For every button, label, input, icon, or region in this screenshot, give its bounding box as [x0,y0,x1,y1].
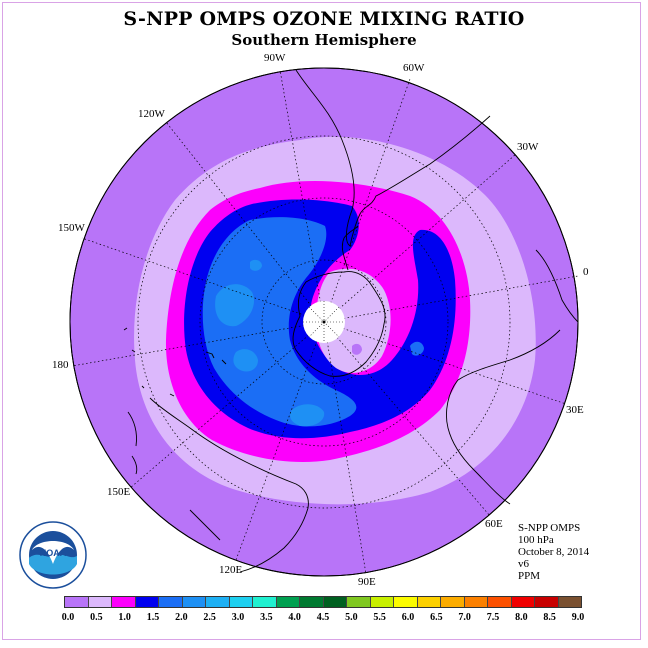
info-version: v6 [518,558,529,570]
contour-2-5-b [290,404,325,427]
coast-south-america [295,69,491,247]
contour-inner-low [352,343,362,355]
colorbar-tick-label: 7.0 [458,612,471,623]
contour-2-5-d [250,259,262,271]
lon-label-120e: 120E [219,564,243,576]
colorbar-swatch [206,597,230,607]
colorbar-swatch [370,597,394,607]
colorbar-swatch [417,597,441,607]
colorbar-swatch [558,597,581,607]
colorbar-tick-label: 6.5 [430,612,443,623]
colorbar-tick-label: 3.0 [231,612,245,623]
colorbar-swatch [276,597,300,607]
colorbar-tick-label: 2.0 [175,612,188,623]
colorbar-swatch [464,597,488,607]
colorbar-swatch [300,597,324,607]
noaa-logo: NOAA [19,521,87,589]
colorbar-swatch [394,597,418,607]
info-units: PPM [518,570,541,582]
lon-label-30w: 30W [517,141,539,153]
coast-australia [149,397,309,573]
colorbar-swatch [253,597,277,607]
coast-africa [446,249,579,505]
colorbar-tick-label: 2.5 [203,612,216,623]
colorbar-swatch [65,597,89,607]
lon-label-30e: 30E [566,404,584,416]
colorbar-tick-label: 8.0 [515,612,528,623]
colorbar-tick-label: 3.5 [260,612,273,623]
contour-2-5-c [233,349,258,372]
lon-label-120w: 120W [138,108,165,120]
colorbar-tick-label: 0.5 [90,612,103,623]
lon-label-0: 0 [583,266,589,278]
colorbar-tick-label: 0.0 [61,612,75,623]
colorbar-swatch [229,597,253,607]
colorbar-swatch [511,597,535,607]
colorbar-tick-label: 4.0 [288,612,301,623]
colorbar-tick-label: 6.0 [401,612,415,623]
colorbar-tick-label: 4.5 [316,612,330,623]
info-level: 100 hPa [518,534,554,546]
map-title: S-NPP OMPS OZONE MIXING RATIO [123,8,525,30]
colorbar-swatch [441,597,465,607]
colorbar-swatch [182,597,206,607]
lon-label-180: 180 [52,359,69,371]
contour-inner-blue [410,341,424,356]
south-pole-marker [322,320,326,324]
info-date: October 8, 2014 [518,546,590,558]
colorbar-swatch [323,597,347,607]
coast-antarctica [292,271,386,377]
lon-label-90e: 90E [358,576,376,588]
colorbar-swatch [535,597,559,607]
lon-label-60e: 60E [485,518,503,530]
colorbar-tick-label: 7.5 [486,612,500,623]
colorbar-tick-label: 8.5 [543,612,556,623]
colorbar-tick-label: 1.0 [118,612,131,623]
coast-antarctic-peninsula [341,225,359,271]
contour-inner-light [315,268,391,373]
coastlines [123,69,579,573]
logo-text: NOAA [40,548,67,558]
map-subtitle: Southern Hemisphere [231,31,417,49]
coast-new-zealand [127,411,138,475]
lon-label-150e: 150E [107,486,131,498]
colorbar-tick-label: 5.0 [345,612,358,623]
contour-2-0 [202,217,357,427]
colorbar-swatch [488,597,512,607]
colorbar-swatch [159,597,183,607]
disc-outline [69,67,579,577]
info-instrument: S-NPP OMPS [518,522,581,534]
meridian-lines [71,69,579,575]
colorbar-tick-label: 9.0 [571,612,585,623]
coast-islands [123,327,227,397]
colorbar-swatch [112,597,136,607]
colorbar-tick-label: 5.5 [373,612,386,623]
lon-label-150w: 150W [58,222,85,234]
colorbar-tick-label: 1.5 [146,612,160,623]
latitude-lines [137,135,511,509]
colorbar-swatch [347,597,371,607]
info-block: S-NPP OMPS 100 hPa October 8, 2014 v6 PP… [518,522,589,582]
lon-label-60w: 60W [403,62,425,74]
lon-label-90w: 90W [264,52,286,64]
colorbar-swatch [135,597,159,607]
colorbar-swatch [88,597,112,607]
colorbar [64,596,582,608]
